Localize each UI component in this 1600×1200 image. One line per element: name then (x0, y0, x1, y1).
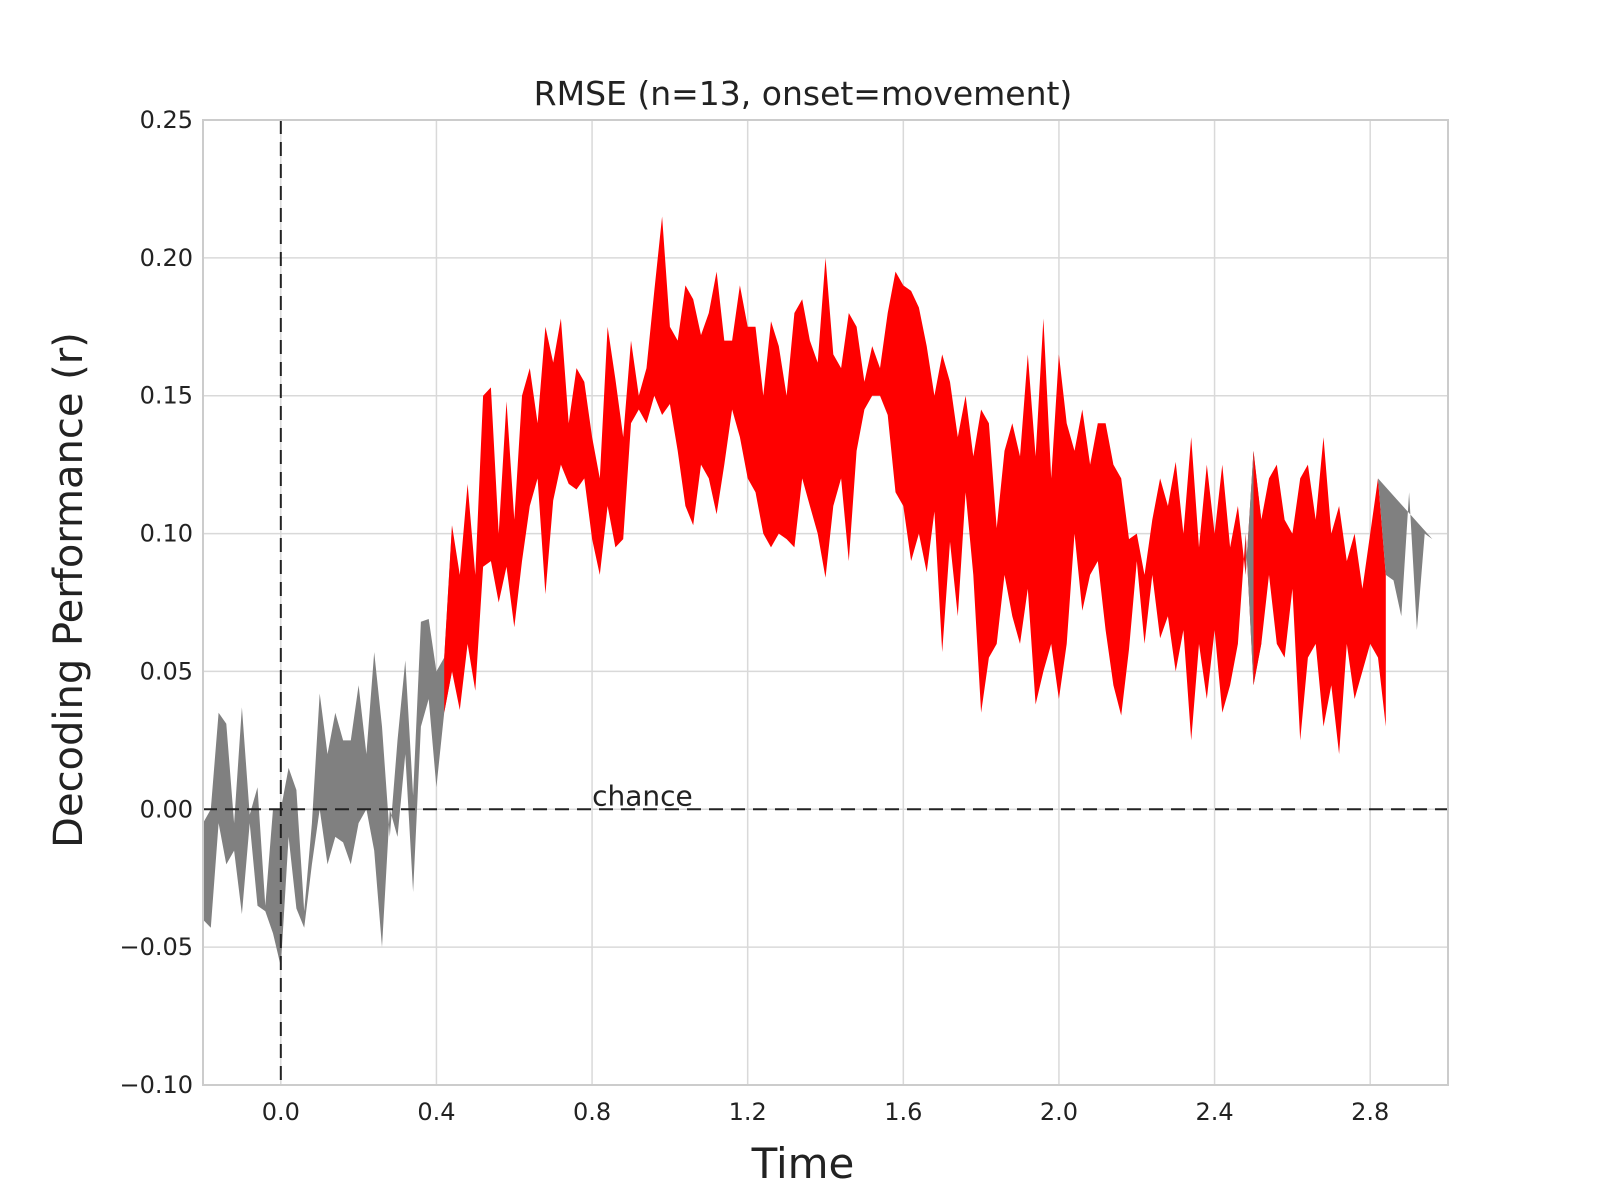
y-tick-label: −0.10 (119, 1071, 193, 1099)
significant-band-segment (1253, 437, 1386, 755)
significant-band-segment (444, 216, 1254, 741)
x-tick-label: 0.0 (262, 1098, 300, 1126)
x-tick-label: 2.8 (1351, 1098, 1389, 1126)
y-axis-label: Decoding Performance (r) (46, 332, 92, 848)
plot-frame (202, 119, 1449, 1086)
y-tick-labels: −0.10 −0.05 0.00 0.05 0.10 0.15 0.20 0.25 (119, 106, 193, 1099)
y-tick-label: 0.10 (140, 520, 193, 548)
confidence-bands (203, 216, 1433, 967)
x-axis-label: Time (751, 1139, 855, 1188)
y-tick-label: 0.00 (140, 795, 193, 823)
x-tick-label: 1.2 (729, 1098, 767, 1126)
nonsignificant-band-segment (203, 525, 452, 967)
chart-title: RMSE (n=13, onset=movement) (534, 74, 1073, 113)
y-tick-label: 0.25 (140, 106, 193, 134)
y-tick-label: −0.05 (119, 933, 193, 961)
y-tick-label: 0.20 (140, 244, 193, 272)
x-tick-labels: 0.0 0.4 0.8 1.2 1.6 2.0 2.4 2.8 (262, 1098, 1390, 1126)
x-tick-label: 2.4 (1195, 1098, 1233, 1126)
x-tick-label: 1.6 (884, 1098, 922, 1126)
nonsignificant-band-segment (1378, 478, 1433, 631)
x-tick-label: 2.0 (1040, 1098, 1078, 1126)
x-tick-label: 0.8 (573, 1098, 611, 1126)
x-tick-label: 0.4 (417, 1098, 455, 1126)
y-tick-label: 0.15 (140, 382, 193, 410)
y-tick-label: 0.05 (140, 657, 193, 685)
chance-label: chance (592, 779, 693, 812)
